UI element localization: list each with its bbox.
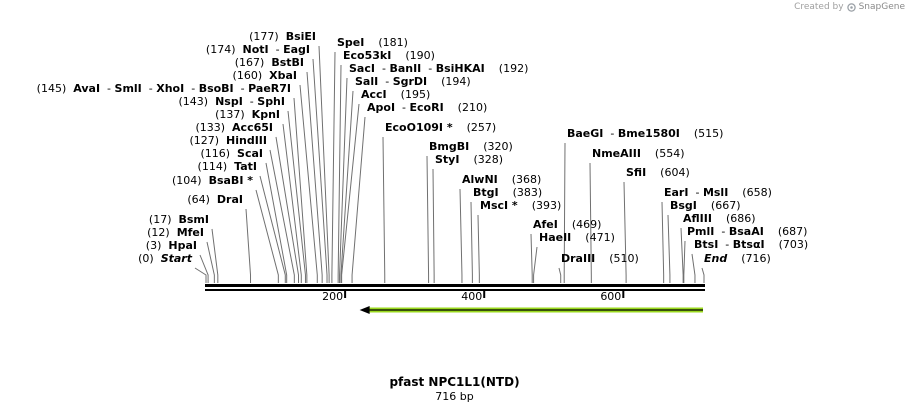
restriction-site-label[interactable]: (127) HindIII xyxy=(189,134,267,147)
site-leader-line xyxy=(299,84,318,283)
site-leader-line xyxy=(259,175,286,283)
restriction-site-label[interactable]: BsgI (667) xyxy=(670,199,741,212)
site-leader-line xyxy=(470,201,473,283)
credit-brand: SnapGene xyxy=(858,2,905,12)
site-leader-line xyxy=(680,227,684,283)
site-leader-line xyxy=(683,240,686,283)
site-leader-line xyxy=(194,267,207,283)
site-leader-line xyxy=(341,103,360,283)
ruler-tick-label: 400 xyxy=(461,290,482,303)
restriction-site-label[interactable]: HaeII (471) xyxy=(539,231,615,244)
site-leader-line xyxy=(477,214,480,283)
site-leader-line xyxy=(265,162,288,283)
restriction-site-label[interactable]: AccI (195) xyxy=(361,88,430,101)
restriction-site-label[interactable]: AflIII (686) xyxy=(683,212,756,225)
site-leader-line xyxy=(623,181,627,283)
restriction-site-label[interactable]: EcoO109I * (257) xyxy=(385,121,496,134)
site-leader-line xyxy=(533,246,538,283)
restriction-site-label[interactable]: DraIII (510) xyxy=(561,252,639,265)
site-leader-line xyxy=(667,214,671,283)
site-leader-line xyxy=(426,155,430,283)
site-leader-line xyxy=(530,233,533,283)
restriction-site-label[interactable]: (17) BsmI xyxy=(149,213,209,226)
sequence-backbone xyxy=(205,284,705,291)
site-leader-line xyxy=(701,267,705,283)
site-leader-line xyxy=(255,189,279,283)
site-leader-line xyxy=(318,45,330,283)
restriction-site-label[interactable]: EarI - MslI (658) xyxy=(664,186,772,199)
site-leader-line xyxy=(293,97,308,283)
restriction-site-label[interactable]: (177) BsiEI xyxy=(249,30,316,43)
site-leader-line xyxy=(282,123,302,283)
restriction-site-label[interactable]: (64) DraI xyxy=(187,193,243,206)
site-leader-line xyxy=(245,208,252,283)
restriction-site-label[interactable]: BaeGI - Bme1580I (515) xyxy=(567,127,723,140)
restriction-site-label[interactable]: SalI - SgrDI (194) xyxy=(355,75,471,88)
site-leader-line xyxy=(199,254,209,283)
feature-arrow[interactable] xyxy=(359,306,703,314)
restriction-site-label[interactable]: (12) MfeI xyxy=(147,226,204,239)
ruler-tick-label: 200 xyxy=(322,290,343,303)
snapgene-credit: Created by SnapGene xyxy=(794,2,905,12)
restriction-site-label[interactable]: (133) Acc65I xyxy=(195,121,273,134)
site-leader-line xyxy=(563,142,566,283)
restriction-site-label[interactable]: (114) TatI xyxy=(198,160,257,173)
restriction-site-label[interactable]: PmlI - BsaAI (687) xyxy=(687,225,807,238)
feature-arrow-head xyxy=(359,306,370,314)
restriction-site-label[interactable]: (167) BstBI xyxy=(235,56,304,69)
site-leader-line xyxy=(337,64,342,283)
credit-prefix: Created by xyxy=(794,2,844,12)
site-leader-line xyxy=(691,253,696,283)
restriction-site-label[interactable]: AfeI (469) xyxy=(533,218,601,231)
restriction-site-label[interactable]: SpeI (181) xyxy=(337,36,408,49)
site-leader-line xyxy=(589,162,592,283)
site-leader-line xyxy=(382,136,386,283)
ruler: 200 400 600 xyxy=(322,290,625,303)
site-leader-line xyxy=(459,188,463,283)
restriction-site-label[interactable]: NmeAIII (554) xyxy=(592,147,685,160)
restriction-site-label[interactable]: (3) HpaI xyxy=(146,239,197,252)
site-leader-line xyxy=(306,71,323,283)
restriction-site-label[interactable]: SfiI (604) xyxy=(626,166,690,179)
restriction-site-label[interactable]: (174) NotI - EagI xyxy=(206,43,310,56)
site-leader-line xyxy=(287,110,306,283)
restriction-site-label[interactable]: (160) XbaI xyxy=(233,69,297,82)
site-leader-line xyxy=(340,90,354,283)
restriction-site-label[interactable]: BtsI - BtsαI (703) xyxy=(694,238,808,251)
restriction-site-label[interactable]: BmgBI (320) xyxy=(429,140,513,153)
site-leader-line xyxy=(275,136,300,283)
restriction-site-label[interactable]: SacI - BanII - BsiHKAI (192) xyxy=(349,62,528,75)
site-leader-line xyxy=(351,116,366,283)
site-leader-line xyxy=(339,77,348,283)
restriction-site-label[interactable]: AlwNI (368) xyxy=(462,173,541,186)
restriction-site-label[interactable]: Eco53kI (190) xyxy=(343,49,435,62)
map-title: pfast NPC1L1(NTD) xyxy=(389,375,520,389)
site-leader-line xyxy=(206,241,215,283)
site-leader-line xyxy=(269,149,295,283)
site-leader-line xyxy=(211,228,219,283)
map-length: 716 bp xyxy=(435,390,474,403)
ruler-tick-label: 600 xyxy=(600,290,621,303)
site-leader-line xyxy=(312,58,328,283)
site-leader-line xyxy=(331,51,336,283)
snapgene-logo-icon xyxy=(846,2,856,12)
restriction-site-label[interactable]: MscI * (393) xyxy=(480,199,561,212)
restriction-site-label[interactable]: (145) AvaI - SmlI - XhoI - BsoBI - PaeR7… xyxy=(37,82,291,95)
restriction-site-label[interactable]: (143) NspI - SphI xyxy=(178,95,285,108)
restriction-site-label[interactable]: (116) ScaI xyxy=(200,147,263,160)
site-labels: (0) Start(3) HpaI(12) MfeI(17) BsmI (64) … xyxy=(37,30,809,265)
site-leader-line xyxy=(661,201,665,283)
restriction-site-label[interactable]: (137) KpnI xyxy=(215,108,280,121)
site-leader-line xyxy=(432,168,435,283)
restriction-site-label[interactable]: (104) BsaBI * xyxy=(172,174,253,187)
site-leader-line xyxy=(558,267,562,283)
site-leader-lines xyxy=(194,45,705,283)
restriction-site-label[interactable]: (0) Start xyxy=(138,252,193,265)
restriction-site-label[interactable]: End (716) xyxy=(704,252,771,265)
restriction-site-label[interactable]: ApoI - EcoRI (210) xyxy=(367,101,487,114)
restriction-site-label[interactable]: StyI (328) xyxy=(435,153,503,166)
restriction-site-label[interactable]: BtgI (383) xyxy=(473,186,542,199)
